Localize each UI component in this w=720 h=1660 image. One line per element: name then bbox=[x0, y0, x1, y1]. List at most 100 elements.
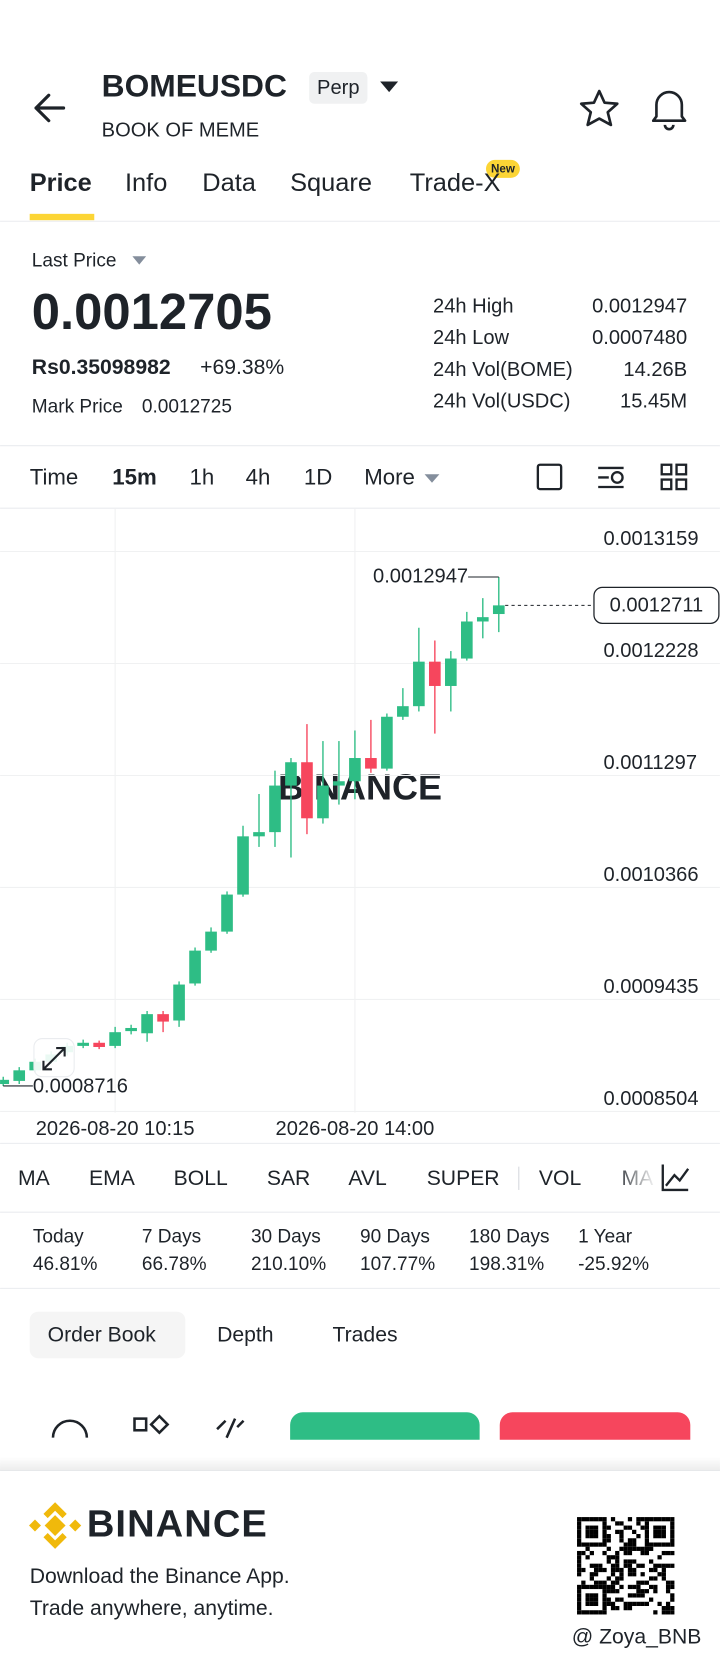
qr-cell bbox=[636, 1563, 641, 1568]
qr-cell bbox=[577, 1589, 582, 1594]
candle-body bbox=[189, 950, 201, 984]
qr-cell bbox=[644, 1546, 650, 1551]
change: +69.38% bbox=[200, 356, 284, 379]
alert-icon[interactable] bbox=[651, 90, 687, 131]
long-button[interactable] bbox=[290, 1412, 480, 1440]
grid-icon[interactable] bbox=[133, 1417, 148, 1432]
indicator[interactable]: SAR bbox=[267, 1167, 311, 1190]
qr-cell bbox=[619, 1534, 624, 1539]
qr-cell bbox=[636, 1521, 641, 1526]
interval[interactable]: 1D bbox=[304, 464, 332, 489]
qr-cell bbox=[623, 1550, 628, 1556]
perf-value: 107.77% bbox=[360, 1254, 435, 1275]
settings-icon[interactable] bbox=[598, 466, 624, 489]
qr-cell bbox=[577, 1559, 582, 1564]
qr-cell bbox=[670, 1542, 675, 1547]
qr-cell bbox=[585, 1529, 590, 1535]
qr-cell bbox=[585, 1610, 590, 1615]
more-dropdown[interactable] bbox=[424, 474, 440, 483]
indicator[interactable]: SUPER bbox=[427, 1167, 500, 1190]
qr-cell bbox=[661, 1567, 666, 1573]
qr-cell bbox=[644, 1534, 650, 1539]
qr-cell bbox=[615, 1567, 620, 1573]
qr-cell bbox=[653, 1525, 658, 1530]
symbol-dropdown[interactable] bbox=[380, 81, 399, 93]
qr-cell bbox=[632, 1538, 637, 1543]
trade-icon[interactable] bbox=[216, 1418, 245, 1439]
interval[interactable]: More bbox=[364, 464, 415, 489]
book-tab[interactable]: Trades bbox=[332, 1324, 397, 1347]
interval[interactable]: Time bbox=[30, 464, 79, 489]
indicator[interactable]: MA bbox=[18, 1167, 51, 1190]
candle-body bbox=[285, 762, 297, 786]
qr-cell bbox=[577, 1534, 582, 1539]
tab[interactable]: Trade-X bbox=[410, 169, 501, 197]
qr-cell bbox=[589, 1542, 594, 1547]
qr-cell bbox=[615, 1576, 620, 1581]
perf-value: 46.81% bbox=[33, 1254, 98, 1275]
bell-clapper bbox=[663, 124, 675, 131]
qr-cell bbox=[653, 1534, 658, 1539]
indicator[interactable]: AVL bbox=[348, 1167, 387, 1190]
interval[interactable]: 15m bbox=[112, 464, 156, 489]
qr-cell bbox=[670, 1517, 675, 1522]
qr-cell bbox=[615, 1597, 620, 1602]
qr-cell bbox=[644, 1550, 650, 1556]
qr-cell bbox=[623, 1559, 628, 1564]
qr-cell bbox=[593, 1542, 599, 1547]
qr-cell bbox=[610, 1555, 616, 1560]
qr-cell bbox=[665, 1606, 671, 1611]
qr-cell bbox=[581, 1550, 586, 1556]
qr-cell bbox=[610, 1589, 616, 1594]
tab[interactable]: Price bbox=[30, 169, 92, 197]
chat-icon[interactable] bbox=[51, 1419, 89, 1438]
qr-cell bbox=[606, 1597, 611, 1602]
qr-cell bbox=[644, 1542, 650, 1547]
qr-cell bbox=[610, 1584, 616, 1590]
indicator[interactable]: BOLL bbox=[174, 1167, 228, 1190]
favorite-icon[interactable] bbox=[579, 89, 619, 127]
candle-body bbox=[317, 785, 329, 819]
tab[interactable]: Data bbox=[202, 169, 257, 197]
qr-cell bbox=[653, 1589, 658, 1594]
indicator[interactable]: EMA bbox=[89, 1167, 136, 1190]
qr-cell bbox=[577, 1542, 582, 1547]
logo-bottom bbox=[43, 1532, 67, 1549]
perf-label: 30 Days bbox=[251, 1227, 321, 1248]
last-price: 0.0012705 bbox=[32, 283, 272, 340]
qr-cell bbox=[644, 1517, 650, 1522]
qr-cell bbox=[632, 1567, 637, 1573]
qr-cell bbox=[602, 1542, 607, 1547]
qr-cell bbox=[606, 1589, 611, 1594]
back-button[interactable] bbox=[34, 93, 66, 123]
qr-cell bbox=[589, 1601, 594, 1607]
indicator[interactable]: VOL bbox=[539, 1167, 582, 1190]
qr-cell bbox=[636, 1589, 641, 1594]
qr-cell bbox=[610, 1606, 616, 1611]
tab[interactable]: Square bbox=[290, 169, 372, 197]
qr-cell bbox=[665, 1517, 671, 1522]
indicator-settings[interactable] bbox=[661, 1164, 690, 1192]
candle-body bbox=[301, 762, 313, 819]
qr-cell bbox=[670, 1580, 675, 1585]
qr-cell bbox=[589, 1534, 594, 1539]
candle-body bbox=[413, 661, 425, 707]
book-tab[interactable]: Order Book bbox=[48, 1324, 157, 1347]
qr-cell bbox=[636, 1580, 641, 1585]
interval[interactable]: 4h bbox=[246, 464, 271, 489]
expand-chart[interactable] bbox=[33, 1038, 75, 1078]
layout-icon[interactable] bbox=[660, 463, 673, 476]
tab[interactable]: Info bbox=[125, 169, 167, 197]
last-price-dropdown[interactable] bbox=[132, 256, 147, 265]
qr-cell bbox=[640, 1580, 645, 1585]
qr-cell bbox=[606, 1601, 611, 1607]
book-tab[interactable]: Depth bbox=[217, 1324, 273, 1347]
short-button[interactable] bbox=[499, 1412, 691, 1440]
qr-cell bbox=[665, 1580, 671, 1585]
interval[interactable]: 1h bbox=[190, 464, 215, 489]
qr-cell bbox=[661, 1550, 666, 1556]
fullscreen-icon[interactable] bbox=[536, 463, 563, 491]
qr-cell bbox=[653, 1567, 658, 1573]
footer-line: Download the Binance App. bbox=[30, 1565, 290, 1588]
